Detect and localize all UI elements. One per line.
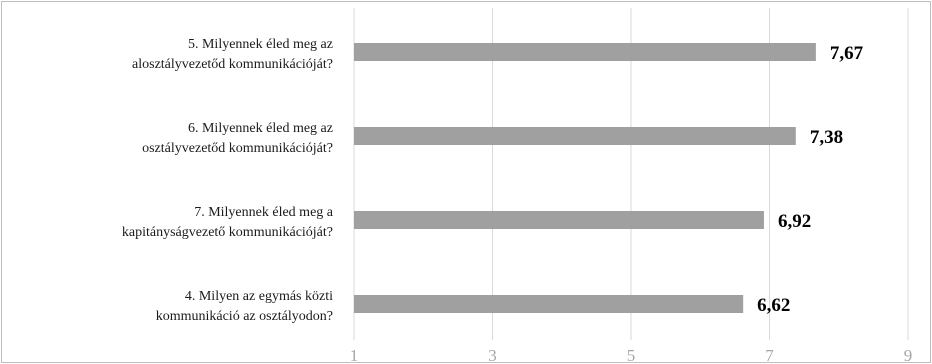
category-label-2-line-2: osztályvezetőd kommunikációját? [142, 141, 333, 156]
tick-label-5: 5 [627, 346, 636, 364]
category-label-4-line-1: 4. Milyen az egymás közti [185, 289, 333, 304]
category-label-2-line-1: 6. Milyennek éled meg az [188, 121, 333, 136]
bar-4 [354, 295, 744, 313]
bar-1 [354, 43, 816, 61]
category-label-1-line-1: 5. Milyennek éled meg az [188, 37, 333, 52]
category-label-3-line-1: 7. Milyennek éled meg a [194, 205, 334, 220]
bar-3 [354, 211, 764, 229]
tick-label-3: 3 [488, 346, 497, 364]
x-axis-ticks: 1 3 5 7 9 [350, 346, 913, 364]
category-label-4-line-2: kommunikáció az osztályodon? [156, 309, 333, 324]
value-label-4: 6,62 [757, 295, 790, 316]
bar-2 [354, 127, 796, 145]
bars [354, 43, 816, 313]
category-label-3-line-2: kapitányságvezető kommunikációját? [122, 225, 333, 240]
value-label-1: 7,67 [830, 43, 864, 64]
tick-label-9: 9 [904, 346, 913, 364]
value-label-3: 6,92 [778, 211, 811, 232]
value-label-2: 7,38 [810, 127, 843, 148]
tick-label-7: 7 [765, 346, 774, 364]
grid-lines [353, 8, 909, 340]
category-label-1-line-2: alosztályvezetőd kommunikációját? [132, 57, 333, 72]
value-labels: 7,67 7,38 6,92 6,62 [757, 43, 863, 316]
category-labels: 5. Milyennek éled meg az alosztályvezetőd… [122, 37, 334, 324]
tick-label-1: 1 [350, 346, 359, 364]
